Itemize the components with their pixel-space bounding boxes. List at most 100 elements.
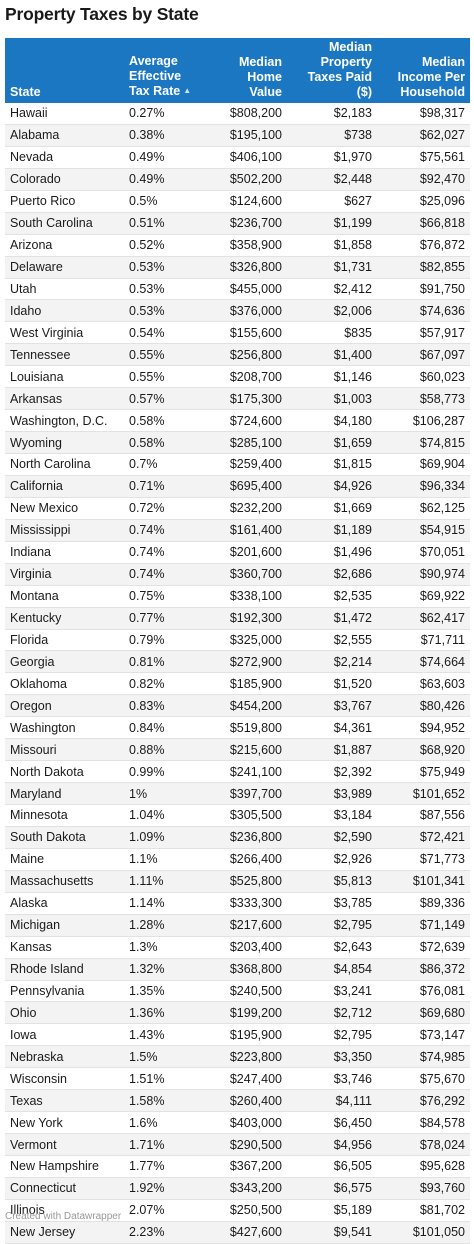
state-cell: Washington, D.C. <box>5 409 124 433</box>
column-header-line: ($) <box>356 85 372 99</box>
taxes-paid-cell: $2,795 <box>287 914 377 937</box>
home-value-cell: $203,400 <box>207 936 287 959</box>
state-cell: Hawaii <box>5 103 124 125</box>
state-cell: Virginia <box>5 563 124 586</box>
income-cell: $62,125 <box>377 497 470 520</box>
state-cell: Arkansas <box>5 387 124 411</box>
state-cell: Georgia <box>5 650 124 674</box>
table-row: Tennessee 0.55% $256,800 $1,400 $67,097 <box>5 343 470 367</box>
taxes-paid-cell: $5,189 <box>287 1199 377 1222</box>
tax-rate-cell: 0.58% <box>124 431 207 454</box>
taxes-paid-cell: $1,731 <box>287 256 377 279</box>
table-row: North Dakota 0.99% $241,100 $2,392 $75,949 <box>5 760 470 784</box>
tax-rate-cell: 2.07% <box>124 1199 207 1222</box>
taxes-paid-cell: $4,854 <box>287 958 377 981</box>
home-value-cell: $260,400 <box>207 1089 287 1113</box>
home-value-cell: $124,600 <box>207 190 287 213</box>
home-value-cell: $724,600 <box>207 409 287 433</box>
sort-ascending-icon[interactable]: ▲ <box>183 86 192 95</box>
taxes-paid-cell: $2,795 <box>287 1023 377 1047</box>
taxes-paid-cell: $1,189 <box>287 519 377 542</box>
state-cell: California <box>5 475 124 498</box>
income-cell: $58,773 <box>377 387 470 411</box>
tax-rate-cell: 0.7% <box>124 453 207 476</box>
tax-rate-cell: 0.49% <box>124 146 207 169</box>
income-cell: $106,287 <box>377 409 470 433</box>
table-row: North Carolina 0.7% $259,400 $1,815 $69,904 <box>5 453 470 476</box>
table-row: Missouri 0.88% $215,600 $1,887 $68,920 <box>5 738 470 762</box>
tax-rate-cell: 0.55% <box>124 365 207 389</box>
taxes-paid-cell: $4,361 <box>287 716 377 740</box>
home-value-cell: $525,800 <box>207 870 287 893</box>
tax-rate-cell: 1.77% <box>124 1155 207 1178</box>
table-row: Alabama 0.38% $195,100 $738 $62,027 <box>5 124 470 147</box>
taxes-paid-cell: $3,350 <box>287 1045 377 1069</box>
home-value-cell: $201,600 <box>207 541 287 564</box>
state-cell: Louisiana <box>5 365 124 389</box>
table-row: New Jersey 2.23% $427,600 $9,541 $101,050 <box>5 1221 470 1244</box>
state-cell: Wisconsin <box>5 1067 124 1091</box>
column-header-taxes-paid[interactable]: Median Property Taxes Paid ($) <box>287 38 377 103</box>
state-cell: Vermont <box>5 1133 124 1156</box>
column-header-tax-rate[interactable]: Average Effective Tax Rate ▲ <box>124 38 207 103</box>
tax-rate-cell: 1.3% <box>124 936 207 959</box>
home-value-cell: $215,600 <box>207 738 287 762</box>
income-cell: $94,952 <box>377 716 470 740</box>
taxes-paid-cell: $1,146 <box>287 365 377 389</box>
table-row: Oklahoma 0.82% $185,900 $1,520 $63,603 <box>5 672 470 696</box>
income-cell: $72,639 <box>377 936 470 959</box>
income-cell: $93,760 <box>377 1177 470 1200</box>
home-value-cell: $338,100 <box>207 585 287 608</box>
income-cell: $71,149 <box>377 914 470 937</box>
taxes-paid-cell: $1,400 <box>287 343 377 367</box>
home-value-cell: $368,800 <box>207 958 287 981</box>
taxes-paid-cell: $3,184 <box>287 804 377 827</box>
home-value-cell: $285,100 <box>207 431 287 454</box>
state-cell: Washington <box>5 716 124 740</box>
home-value-cell: $256,800 <box>207 343 287 367</box>
table-row: Georgia 0.81% $272,900 $2,214 $74,664 <box>5 650 470 674</box>
table-row: Arizona 0.52% $358,900 $1,858 $76,872 <box>5 234 470 257</box>
taxes-paid-cell: $1,815 <box>287 453 377 476</box>
taxes-paid-cell: $6,450 <box>287 1111 377 1135</box>
table-row: West Virginia 0.54% $155,600 $835 $57,917 <box>5 321 470 345</box>
column-header-line: Taxes Paid <box>307 70 372 84</box>
taxes-paid-cell: $2,686 <box>287 563 377 586</box>
footer-credit: Created with Datawrapper <box>5 1211 122 1222</box>
column-header-home-value[interactable]: Median Home Value <box>207 38 287 103</box>
taxes-paid-cell: $1,970 <box>287 146 377 169</box>
income-cell: $92,470 <box>377 168 470 191</box>
income-cell: $78,024 <box>377 1133 470 1156</box>
state-cell: Nebraska <box>5 1045 124 1069</box>
table-row: New York 1.6% $403,000 $6,450 $84,578 <box>5 1111 470 1135</box>
column-header-state[interactable]: State <box>5 38 124 103</box>
home-value-cell: $155,600 <box>207 321 287 345</box>
income-cell: $75,561 <box>377 146 470 169</box>
state-cell: Texas <box>5 1089 124 1113</box>
table-row: Louisiana 0.55% $208,700 $1,146 $60,023 <box>5 365 470 389</box>
tax-rate-cell: 0.71% <box>124 475 207 498</box>
state-cell: South Carolina <box>5 212 124 235</box>
table-row: South Dakota 1.09% $236,800 $2,590 $72,421 <box>5 826 470 849</box>
state-cell: Ohio <box>5 1001 124 1025</box>
taxes-paid-cell: $4,180 <box>287 409 377 433</box>
home-value-cell: $241,100 <box>207 760 287 784</box>
tax-rate-cell: 0.74% <box>124 563 207 586</box>
table-row: Alaska 1.14% $333,300 $3,785 $89,336 <box>5 892 470 915</box>
state-cell: Iowa <box>5 1023 124 1047</box>
state-cell: Alabama <box>5 124 124 147</box>
taxes-paid-cell: $3,241 <box>287 980 377 1003</box>
table-row: Florida 0.79% $325,000 $2,555 $71,711 <box>5 629 470 652</box>
column-header-line: Home <box>247 70 282 84</box>
state-cell: Wyoming <box>5 431 124 454</box>
table-row: Kansas 1.3% $203,400 $2,643 $72,639 <box>5 936 470 959</box>
tax-rate-cell: 0.74% <box>124 519 207 542</box>
tax-rate-cell: 1.1% <box>124 848 207 871</box>
table-row: South Carolina 0.51% $236,700 $1,199 $66,818 <box>5 212 470 235</box>
column-header-income[interactable]: Median Income Per Household <box>377 38 470 103</box>
home-value-cell: $185,900 <box>207 672 287 696</box>
home-value-cell: $223,800 <box>207 1045 287 1069</box>
state-cell: West Virginia <box>5 321 124 345</box>
table-row: Vermont 1.71% $290,500 $4,956 $78,024 <box>5 1133 470 1156</box>
state-cell: Utah <box>5 278 124 301</box>
